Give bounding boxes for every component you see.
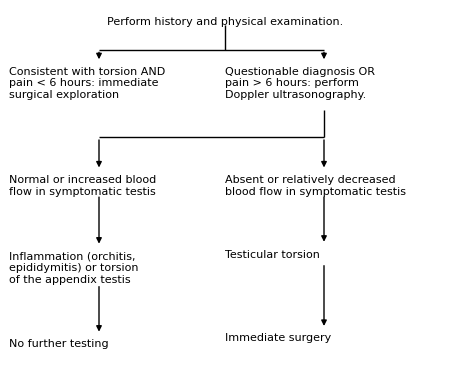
Text: Perform history and physical examination.: Perform history and physical examination… (107, 17, 343, 27)
Text: Absent or relatively decreased
blood flow in symptomatic testis: Absent or relatively decreased blood flo… (225, 175, 406, 197)
Text: Testicular torsion: Testicular torsion (225, 250, 320, 259)
Text: Normal or increased blood
flow in symptomatic testis: Normal or increased blood flow in sympto… (9, 175, 156, 197)
Text: Consistent with torsion AND
pain < 6 hours: immediate
surgical exploration: Consistent with torsion AND pain < 6 hou… (9, 67, 165, 100)
Text: Immediate surgery: Immediate surgery (225, 333, 331, 343)
Text: No further testing: No further testing (9, 339, 108, 349)
Text: Inflammation (orchitis,
epididymitis) or torsion
of the appendix testis: Inflammation (orchitis, epididymitis) or… (9, 251, 139, 285)
Text: Questionable diagnosis OR
pain > 6 hours: perform
Doppler ultrasonography.: Questionable diagnosis OR pain > 6 hours… (225, 67, 375, 100)
